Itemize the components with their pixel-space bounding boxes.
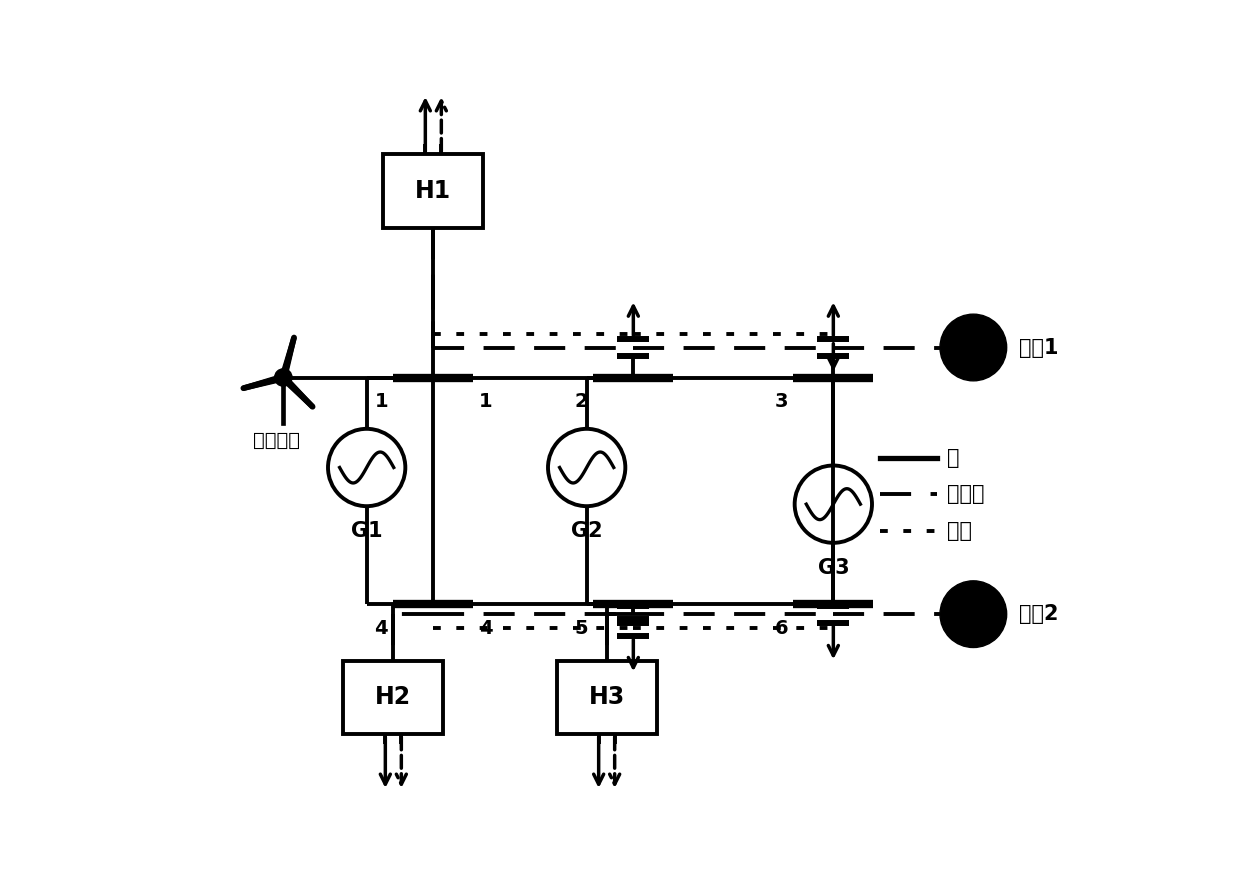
Text: H3: H3 [589,685,625,710]
Text: H2: H2 [376,685,412,710]
Circle shape [275,369,291,386]
Text: 6: 6 [774,619,787,638]
Text: 1: 1 [374,392,388,411]
Polygon shape [281,375,314,408]
Text: 气源2: 气源2 [1019,604,1058,624]
Text: 2: 2 [574,392,588,411]
Text: 5: 5 [574,619,588,638]
Text: 电: 电 [946,447,960,467]
Text: G3: G3 [817,557,849,578]
Text: 天然气: 天然气 [946,484,985,504]
Circle shape [940,581,1007,648]
Circle shape [940,314,1007,381]
Bar [383,154,484,228]
Text: 4: 4 [479,619,492,638]
Polygon shape [280,337,296,378]
Text: G1: G1 [351,521,382,541]
Text: G2: G2 [570,521,603,541]
Text: 1: 1 [479,392,492,411]
Text: 风电机组: 风电机组 [253,430,300,450]
Text: 3: 3 [775,392,787,411]
Text: 气源1: 气源1 [1019,338,1058,358]
Bar [343,661,444,734]
Polygon shape [243,374,284,390]
Text: H1: H1 [415,178,451,203]
Bar [557,661,657,734]
Text: 4: 4 [374,619,388,638]
Text: 热力: 热力 [946,521,972,541]
